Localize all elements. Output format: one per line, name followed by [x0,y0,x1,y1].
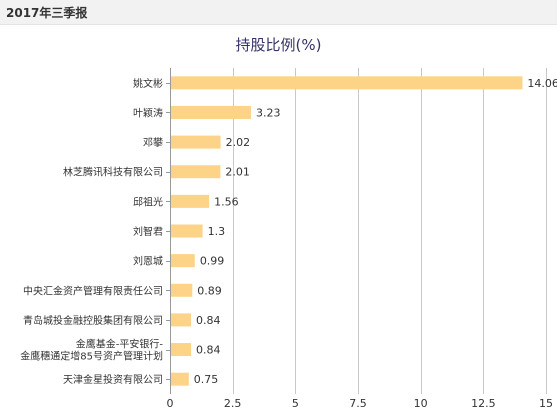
category-label: 林芝腾讯科技有限公司 [63,166,163,179]
value-label: 3.23 [256,106,281,119]
bar [171,283,193,297]
bar [171,105,251,119]
value-label: 0.84 [196,314,221,327]
x-tick-label: 0 [167,397,174,410]
category-label: 青岛城投金融控股集团有限公司 [23,314,163,327]
category-label: 刘恩城 [133,256,163,268]
category-label: 邱祖光 [133,195,163,208]
value-label: 0.89 [197,284,222,297]
category-label: 姚文彬 [133,77,163,90]
bar [171,135,221,149]
value-label: 2.02 [226,136,251,149]
bar [171,254,195,268]
bar [171,224,203,238]
bar [171,313,192,327]
x-tick-label: 12.5 [471,397,496,410]
report-period-header: 2017年三季报 [0,0,557,25]
category-label: 邓攀 [143,136,163,149]
bar [171,165,221,179]
value-label: 14.06 [527,77,557,90]
category-label: 天津金星投资有限公司 [63,373,163,386]
value-label: 0.84 [196,344,221,357]
value-label: 2.01 [225,166,250,179]
bar [171,372,189,386]
bar [171,343,192,357]
value-label: 0.75 [194,373,219,386]
x-tick-label: 7.5 [349,397,367,410]
chart-title: 持股比例(%) [235,36,322,54]
category-label: 金鹰基金-平安银行- [76,338,164,351]
category-label: 金鹰穗通定增85号资产管理计划 [20,350,163,363]
category-label: 叶颖涛 [133,106,163,119]
bar [171,194,210,208]
value-label: 0.99 [200,255,225,268]
x-tick-label: 15 [539,397,553,410]
value-label: 1.3 [208,225,226,238]
report-period-title: 2017年三季报 [6,6,88,20]
x-tick-label: 5 [292,397,299,410]
x-tick-label: 10 [414,397,428,410]
category-label: 中央汇金资产管理有限责任公司 [23,284,163,297]
category-label: 刘智君 [133,225,163,238]
x-tick-label: 2.5 [224,397,242,410]
bar [171,76,523,90]
value-label: 1.56 [214,195,239,208]
